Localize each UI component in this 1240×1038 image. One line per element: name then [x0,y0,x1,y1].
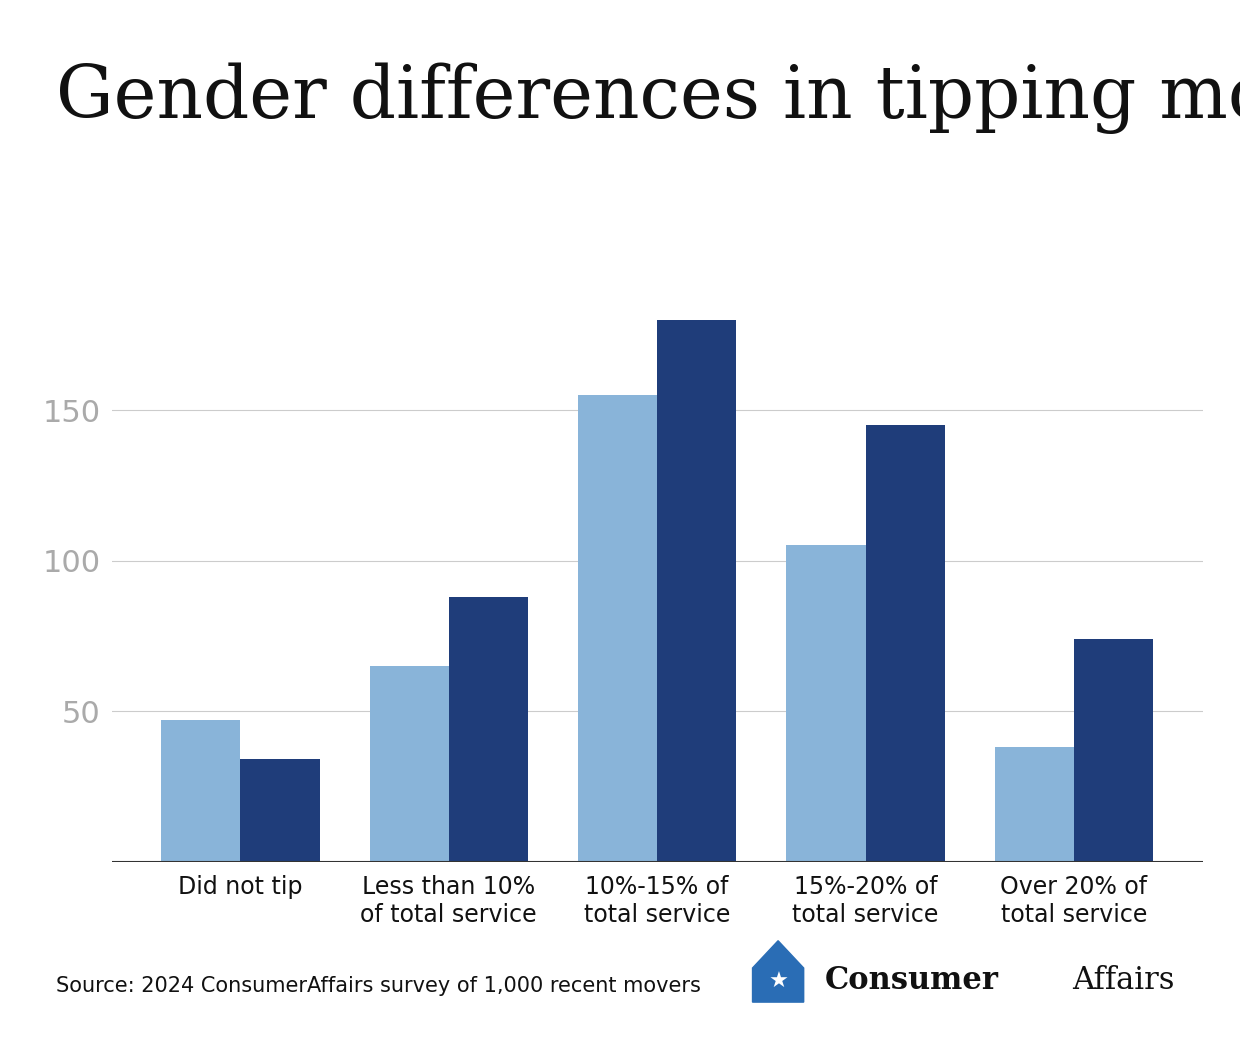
Bar [370,666,449,862]
Text: Gender differences in tipping movers: Gender differences in tipping movers [56,62,1240,134]
Bar [1074,638,1153,862]
Bar [657,320,737,862]
Text: Consumer: Consumer [825,965,998,996]
Bar [241,759,320,862]
Text: Affairs: Affairs [1073,965,1176,996]
Polygon shape [753,940,804,1002]
Bar [994,747,1074,862]
Bar [866,426,945,862]
Bar [449,597,528,862]
Bar [578,395,657,862]
Bar [786,546,866,862]
Bar [161,720,241,862]
Text: ★: ★ [768,972,789,991]
Text: Source: 2024 ConsumerAffairs survey of 1,000 recent movers: Source: 2024 ConsumerAffairs survey of 1… [56,977,701,996]
